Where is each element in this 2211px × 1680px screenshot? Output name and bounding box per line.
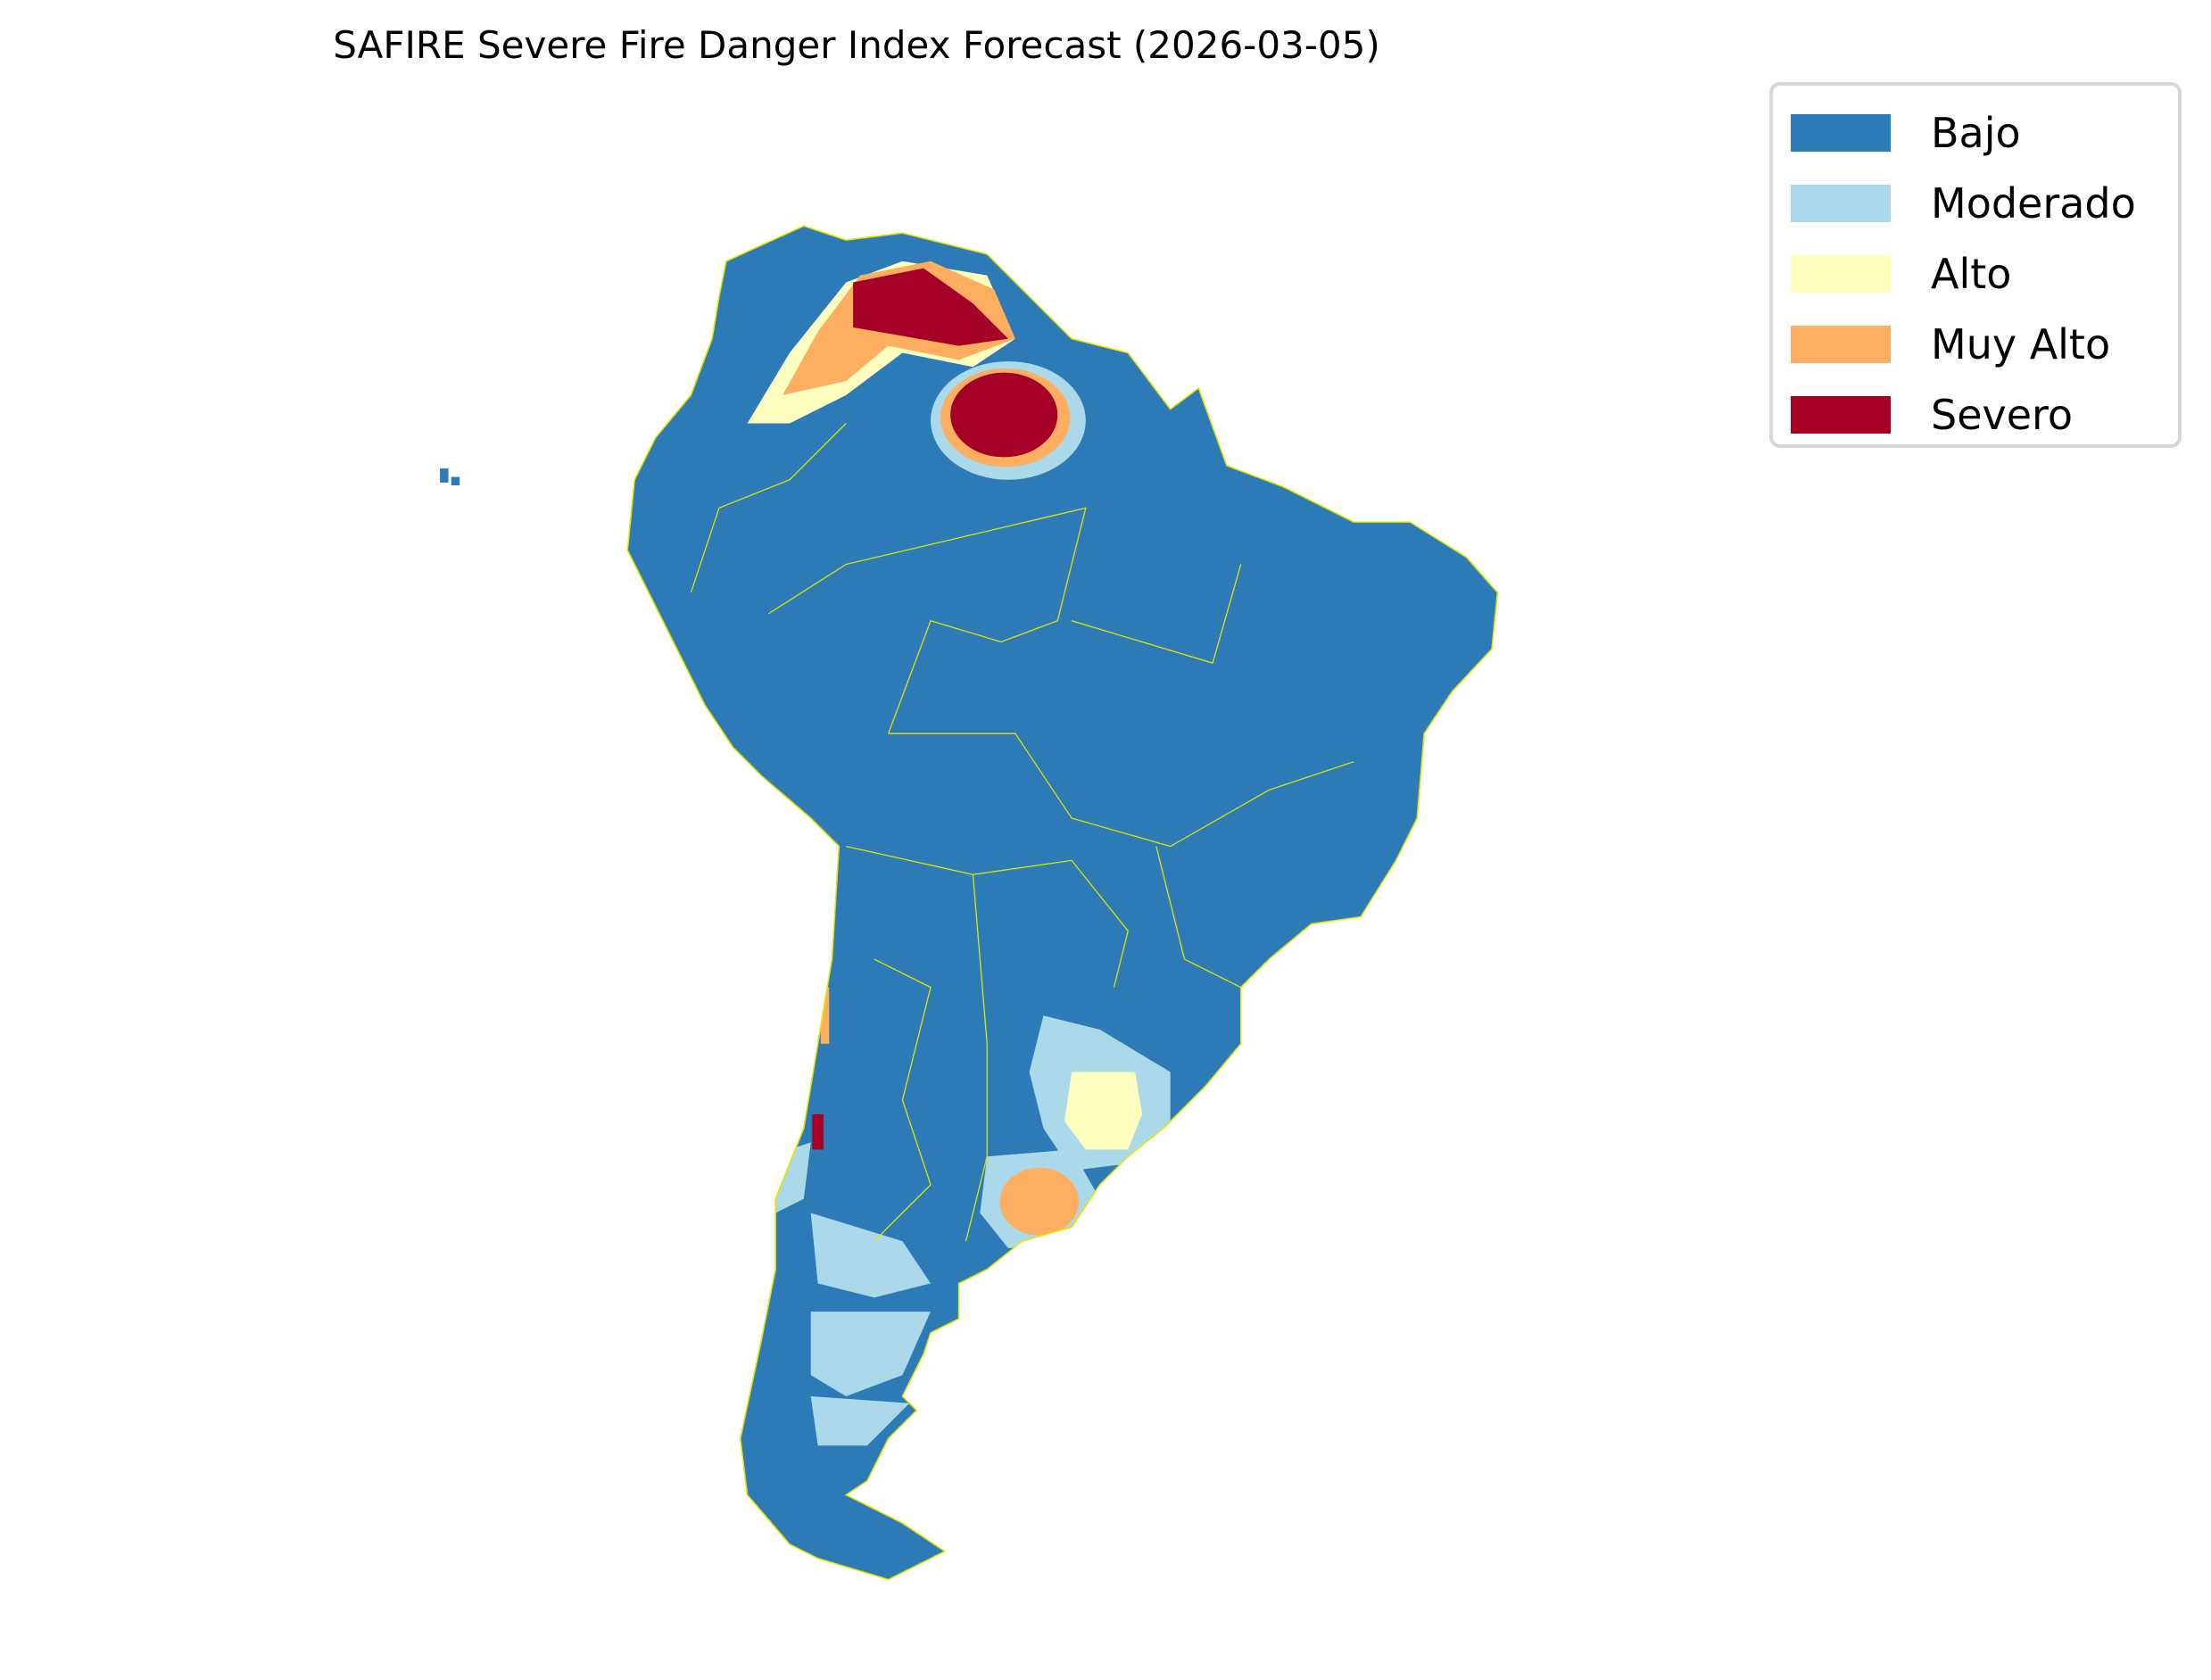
danger-muyalto-area (820, 987, 830, 1044)
danger-alto-area (1064, 1072, 1143, 1150)
danger-muyalto-area (999, 1167, 1079, 1236)
danger-severo-area (950, 372, 1058, 458)
danger-moderado-area (810, 1212, 932, 1298)
legend-label: Bajo (1931, 109, 2021, 157)
danger-moderado-area (810, 1312, 932, 1396)
danger-severo-area (853, 268, 1008, 346)
legend-swatch (1791, 255, 1891, 293)
legend-label: Moderado (1931, 179, 2136, 228)
legend-swatch (1791, 396, 1891, 434)
legend: Bajo Moderado Alto Muy Alto Severo (1769, 82, 2182, 448)
legend-label: Muy Alto (1931, 320, 2111, 368)
legend-swatch (1791, 326, 1891, 363)
galapagos-islands (440, 468, 460, 486)
legend-swatch (1791, 114, 1891, 152)
danger-severo-area (812, 1113, 824, 1150)
legend-item-severo: Severo (1791, 391, 2073, 439)
legend-swatch (1791, 185, 1891, 222)
legend-label: Severo (1931, 391, 2074, 439)
legend-label: Alto (1931, 250, 2012, 298)
legend-item-moderado: Moderado (1791, 179, 2136, 228)
map-title: SAFIRE Severe Fire Danger Index Forecast… (333, 23, 1380, 67)
legend-item-bajo: Bajo (1791, 109, 2021, 157)
legend-item-alto: Alto (1791, 250, 2011, 298)
legend-item-muy-alto: Muy Alto (1791, 320, 2110, 368)
danger-moderado-area (810, 1395, 910, 1446)
